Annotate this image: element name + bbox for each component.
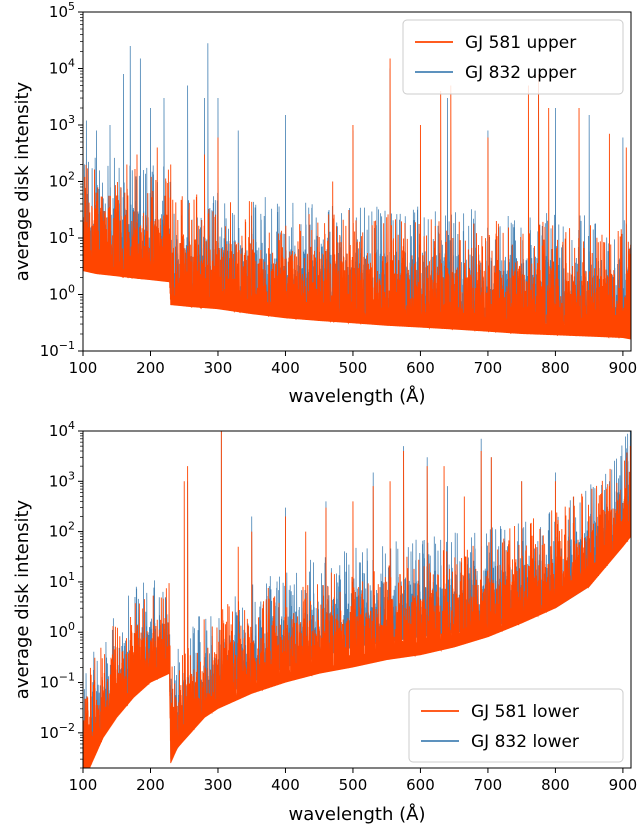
y-axis-label-lower: average disk intensity: [12, 499, 33, 699]
legend-box: [402, 19, 624, 95]
x-tick-label: 700: [474, 776, 503, 794]
y-axis-upper: 10−1 100 101 102 103 104 105: [40, 0, 83, 360]
y-tick-label: 103: [49, 469, 75, 490]
x-tick-label: 200: [136, 776, 165, 794]
plot-area-lower: [83, 431, 631, 768]
x-tick-label: 300: [204, 776, 233, 794]
legend-upper: GJ 581 upper GJ 832 upper: [402, 19, 624, 95]
series-line-gj-581-lower: [83, 431, 631, 768]
y-tick-label: 10−1: [40, 671, 75, 692]
chart-panel-lower: 100 200 300 400 500 600 700 800 900 10−210−11001…: [12, 419, 637, 825]
x-tick-label: 900: [609, 359, 638, 377]
chart-panel-upper: 100 200 300 400 500 600 700 800 900 10−110010110…: [12, 0, 637, 407]
y-tick-label: 10−1: [40, 339, 75, 360]
x-tick-label: 800: [541, 359, 570, 377]
axes-frame-lower: [82, 430, 632, 769]
x-tick-label: 400: [271, 776, 300, 794]
plot-area-upper: [83, 43, 631, 340]
y-tick-label: 100: [49, 283, 75, 304]
x-tick-label: 100: [69, 359, 98, 377]
y-axis-label-upper: average disk intensity: [12, 81, 33, 281]
y-axis-lower: 10−2 10−1 100 101 102 103 104: [40, 419, 83, 769]
y-tick-label: 102: [49, 170, 75, 191]
y-tick-label: 102: [49, 520, 75, 541]
legend-entry: GJ 832 lower: [471, 732, 579, 752]
x-axis-label-upper: wavelength (Å): [289, 385, 426, 407]
y-tick-label: 100: [49, 620, 75, 641]
x-tick-label: 500: [339, 359, 368, 377]
x-tick-label: 800: [541, 776, 570, 794]
x-tick-label: 400: [271, 359, 300, 377]
x-axis-label-lower: wavelength (Å): [289, 803, 426, 825]
x-axis-upper: 100 200 300 400 500 600 700 800 900: [69, 351, 638, 377]
x-tick-label: 200: [136, 359, 165, 377]
x-tick-label: 300: [204, 359, 233, 377]
legend-entry: GJ 832 upper: [465, 63, 576, 83]
legend-entry: GJ 581 upper: [465, 33, 576, 53]
y-tick-label: 104: [49, 57, 75, 78]
x-axis-lower: 100 200 300 400 500 600 700 800 900: [69, 768, 638, 794]
legend-box: [408, 688, 624, 763]
x-tick-label: 600: [406, 359, 435, 377]
y-tick-label: 10−2: [40, 721, 75, 742]
series-line-gj-581-upper: [83, 58, 631, 340]
y-tick-label: 104: [49, 419, 75, 440]
y-tick-label: 101: [49, 570, 75, 591]
y-tick-label: 101: [49, 226, 75, 247]
x-tick-label: 600: [406, 776, 435, 794]
legend-lower: GJ 581 lower GJ 832 lower: [408, 688, 624, 763]
x-tick-label: 700: [474, 359, 503, 377]
y-tick-label: 103: [49, 113, 75, 134]
legend-entry: GJ 581 lower: [471, 702, 579, 722]
y-tick-label: 105: [49, 0, 75, 21]
x-tick-label: 900: [609, 776, 638, 794]
x-tick-label: 500: [339, 776, 368, 794]
x-tick-label: 100: [69, 776, 98, 794]
